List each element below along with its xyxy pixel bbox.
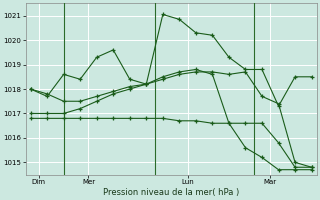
X-axis label: Pression niveau de la mer( hPa ): Pression niveau de la mer( hPa ) <box>103 188 239 197</box>
